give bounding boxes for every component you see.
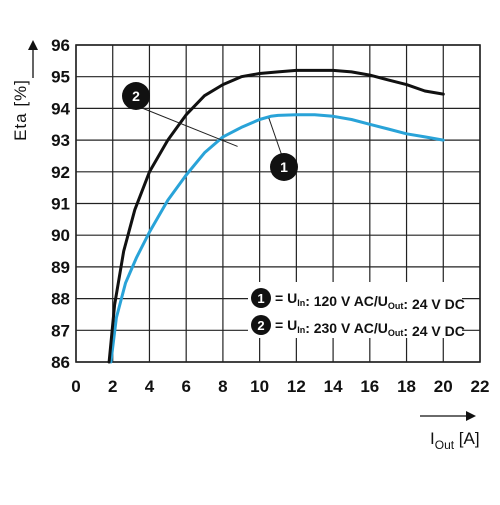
y-tick-label-88: 88 xyxy=(51,290,70,309)
marker-label-1: 1 xyxy=(280,159,288,175)
x-axis-title-unit: [A] xyxy=(454,429,480,448)
y-tick-label-89: 89 xyxy=(51,258,70,277)
y-axis-arrow-head xyxy=(28,40,38,50)
legend-text-part: : 24 V DC xyxy=(403,296,464,312)
y-axis-title: Eta [%] xyxy=(11,79,30,141)
x-tick-label-2: 2 xyxy=(108,377,117,396)
tick-labels: 0 2 4 6 8 10 12 14 16 18 20 22868788899091929394959… xyxy=(51,36,489,396)
x-tick-label-0: 0 xyxy=(71,377,80,396)
x-tick-label-4: 4 xyxy=(145,377,155,396)
x-axis-title-main: I xyxy=(430,429,435,448)
x-tick-label-16: 16 xyxy=(360,377,379,396)
legend: 1 = UIn: 120 V AC/UOut: 24 V DC2 = UIn: 23… xyxy=(248,282,465,339)
y-tick-label-93: 93 xyxy=(51,131,70,150)
series-markers: 21 xyxy=(122,82,298,181)
legend-text-part: : 120 V AC/U xyxy=(305,293,388,309)
y-tick-label-91: 91 xyxy=(51,195,70,214)
x-tick-label-10: 10 xyxy=(250,377,269,396)
y-tick-label-95: 95 xyxy=(51,68,70,87)
x-tick-label-20: 20 xyxy=(434,377,453,396)
legend-subscript: In xyxy=(297,325,305,335)
x-tick-label-18: 18 xyxy=(397,377,416,396)
legend-entry-1: = UIn: 120 V AC/UOut: 24 V DC xyxy=(275,290,465,312)
series-line-2 xyxy=(107,68,445,364)
legend-text-part: : 230 V AC/U xyxy=(305,320,388,336)
series-line-1 xyxy=(109,113,445,364)
x-axis-title: IOut [A] xyxy=(430,429,480,452)
legend-badge-label-1: 1 xyxy=(257,291,264,306)
legend-badge-2 xyxy=(251,315,271,335)
series-lines xyxy=(107,68,445,364)
marker-circle-1 xyxy=(270,153,298,181)
legend-entry-2: = UIn: 230 V AC/UOut: 24 V DC xyxy=(275,317,465,339)
plot-border xyxy=(75,44,481,363)
x-tick-label-8: 8 xyxy=(218,377,227,396)
y-tick-label-92: 92 xyxy=(51,163,70,182)
marker-leader-2 xyxy=(141,107,238,147)
marker-label-2: 2 xyxy=(132,88,140,104)
legend-subscript: Out xyxy=(388,301,404,311)
y-tick-label-87: 87 xyxy=(51,321,70,340)
legend-text-part: : 24 V DC xyxy=(403,323,464,339)
legend-badge-label-2: 2 xyxy=(257,318,264,333)
x-tick-label-22: 22 xyxy=(471,377,490,396)
legend-box xyxy=(248,282,462,338)
legend-text-part: = U xyxy=(275,317,297,333)
legend-subscript: In xyxy=(297,298,305,308)
legend-text-part: = U xyxy=(275,290,297,306)
y-tick-label-94: 94 xyxy=(51,99,70,118)
x-tick-label-14: 14 xyxy=(324,377,343,396)
x-axis-arrow-head xyxy=(466,411,476,421)
legend-badge-1 xyxy=(251,288,271,308)
y-tick-label-86: 86 xyxy=(51,353,70,372)
y-tick-label-96: 96 xyxy=(51,36,70,55)
axis-titles: Eta [%]IOut [A] xyxy=(11,40,480,452)
x-tick-label-12: 12 xyxy=(287,377,306,396)
y-tick-label-90: 90 xyxy=(51,226,70,245)
x-axis-title-sub: Out xyxy=(435,438,455,452)
marker-circle-2 xyxy=(122,82,150,110)
x-tick-label-6: 6 xyxy=(181,377,190,396)
legend-subscript: Out xyxy=(388,328,404,338)
